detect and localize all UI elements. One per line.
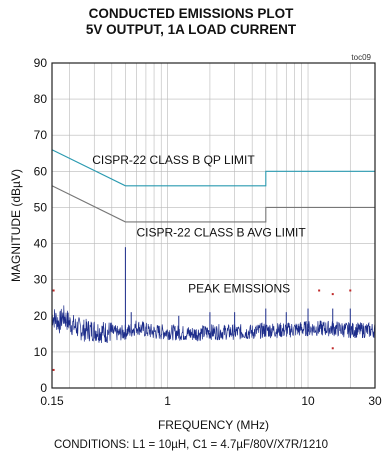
x-tick-label: 0.15	[40, 394, 64, 408]
series-annotation: CISPR-22 CLASS B AVG LIMIT	[137, 225, 307, 239]
emission-marker	[318, 289, 321, 292]
qp-limit-line	[51, 149, 375, 187]
conducted-emissions-chart: 0 10 20 30 40 50 60 70 80 90 0.15 1 10 30 toc09 FREQU…	[9, 53, 382, 432]
tick-labels: 0 10 20 30 40 50 60 70 80 90 0.15 1 10 30	[34, 56, 382, 408]
series-annotation: PEAK EMISSIONS	[188, 281, 290, 295]
y-tick-label: 40	[34, 237, 48, 251]
y-axis-label: MAGNITUDE (dBµV)	[9, 169, 23, 282]
y-tick-label: 70	[34, 128, 48, 142]
emission-marker	[331, 293, 334, 296]
series-annotation: CISPR-22 CLASS B QP LIMIT	[92, 153, 255, 167]
emission-marker	[349, 289, 352, 292]
emission-marker	[52, 289, 55, 292]
x-tick-label: 1	[164, 394, 171, 408]
chart-title: CONDUCTED EMISSIONS PLOT	[88, 6, 294, 21]
y-tick-label: 90	[34, 56, 48, 70]
y-tick-label: 30	[34, 273, 48, 287]
y-tick-label: 50	[34, 200, 48, 214]
x-tick-label: 10	[301, 394, 315, 408]
chart-subtitle: 5V OUTPUT, 1A LOAD CURRENT	[85, 22, 297, 37]
avg-limit-line	[51, 185, 375, 223]
figure-tag: toc09	[351, 53, 371, 62]
y-tick-label: 0	[40, 381, 47, 395]
y-tick-label: 10	[34, 345, 48, 359]
y-tick-label: 80	[34, 92, 48, 106]
series-layer	[51, 149, 376, 371]
y-tick-label: 60	[34, 164, 48, 178]
x-tick-label: 30	[368, 394, 382, 408]
peak-emissions-trace	[51, 305, 376, 344]
annotations: CISPR-22 CLASS B QP LIMIT CISPR-22 CLASS …	[92, 153, 306, 295]
y-tick-label: 20	[34, 309, 48, 323]
plot-frame	[51, 62, 376, 389]
emission-marker	[331, 347, 334, 350]
conditions-note: CONDITIONS: L1 = 10µH, C1 = 4.7µF/80V/X7…	[53, 439, 329, 451]
x-axis-label: FREQUENCY (MHz)	[158, 418, 269, 432]
emission-marker	[52, 368, 55, 371]
